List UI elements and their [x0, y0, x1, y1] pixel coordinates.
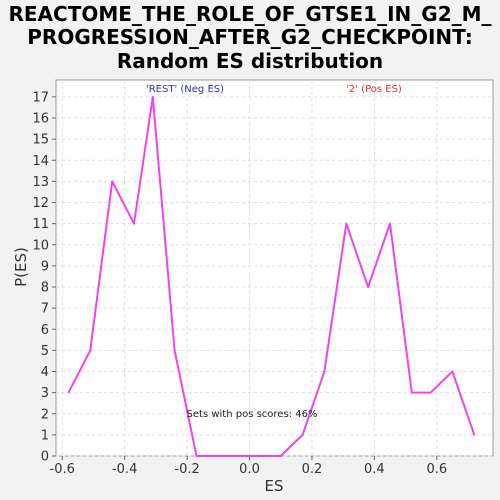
data-point	[429, 391, 432, 394]
data-point	[345, 222, 348, 225]
y-tick-label: 0	[41, 450, 49, 465]
series-layer	[67, 95, 476, 457]
y-tick-label: 11	[32, 217, 49, 232]
es-distribution-line	[67, 95, 476, 457]
y-tick-label: 9	[41, 259, 49, 274]
pos-score-annotation: Sets with pos scores: 46%	[187, 409, 318, 420]
y-tick-label: 15	[32, 133, 49, 148]
data-point	[323, 370, 326, 373]
y-tick-label: 17	[32, 90, 49, 105]
x-tick-label: 0.6	[426, 462, 447, 477]
data-point	[279, 455, 282, 457]
data-point	[217, 455, 220, 457]
data-point	[195, 455, 198, 457]
y-tick-label: 10	[32, 238, 49, 253]
x-tick-label: -0.4	[112, 462, 137, 477]
axis-ticks: -0.6 -0.4 -0.2 0.0 0.2 0.4 0.60123456789101112…	[32, 90, 447, 477]
data-point	[89, 349, 92, 352]
data-point	[451, 370, 454, 373]
chart-title-line-3: Random ES distribution	[117, 49, 383, 73]
data-point	[367, 286, 369, 288]
data-point	[173, 349, 176, 352]
x-axis-label: ES	[265, 477, 284, 495]
x-tick-label: -0.2	[174, 462, 199, 477]
y-tick-label: 7	[41, 302, 49, 317]
plot-area	[55, 79, 494, 457]
y-tick-label: 2	[41, 407, 49, 422]
data-point	[239, 455, 241, 457]
y-tick-label: 8	[41, 281, 49, 296]
chart-title-line-1: REACTOME_THE_ROLE_OF_GTSE1_IN_G2_M_	[8, 2, 491, 26]
data-point	[411, 391, 413, 394]
x-tick-label: 0.4	[364, 462, 385, 477]
y-tick-label: 6	[41, 323, 49, 338]
y-tick-label: 13	[32, 175, 49, 190]
chart-title-line-2: PROGRESSION_AFTER_G2_CHECKPOINT:	[27, 25, 472, 49]
data-point	[389, 222, 391, 225]
data-point	[111, 180, 113, 183]
x-tick-label: 0.2	[302, 462, 323, 477]
legend-neg-es: 'REST' (Neg ES)	[146, 84, 224, 95]
y-tick-label: 4	[41, 365, 49, 380]
y-tick-label: 16	[32, 112, 49, 127]
data-point	[151, 96, 154, 98]
x-tick-label: -0.6	[50, 462, 75, 477]
y-tick-label: 14	[32, 154, 49, 169]
y-tick-label: 12	[32, 196, 49, 211]
legend-pos-es: '2' (Pos ES)	[346, 84, 402, 95]
data-point	[67, 391, 70, 394]
y-axis-label: P(ES)	[12, 247, 30, 287]
y-tick-label: 5	[41, 344, 49, 359]
y-tick-label: 1	[41, 428, 49, 443]
grid-lines	[56, 80, 493, 457]
data-point	[133, 222, 135, 225]
y-tick-label: 3	[41, 386, 49, 401]
data-point	[473, 434, 476, 436]
data-point	[301, 434, 304, 436]
data-point	[261, 455, 263, 457]
x-tick-label: 0.0	[239, 462, 260, 477]
